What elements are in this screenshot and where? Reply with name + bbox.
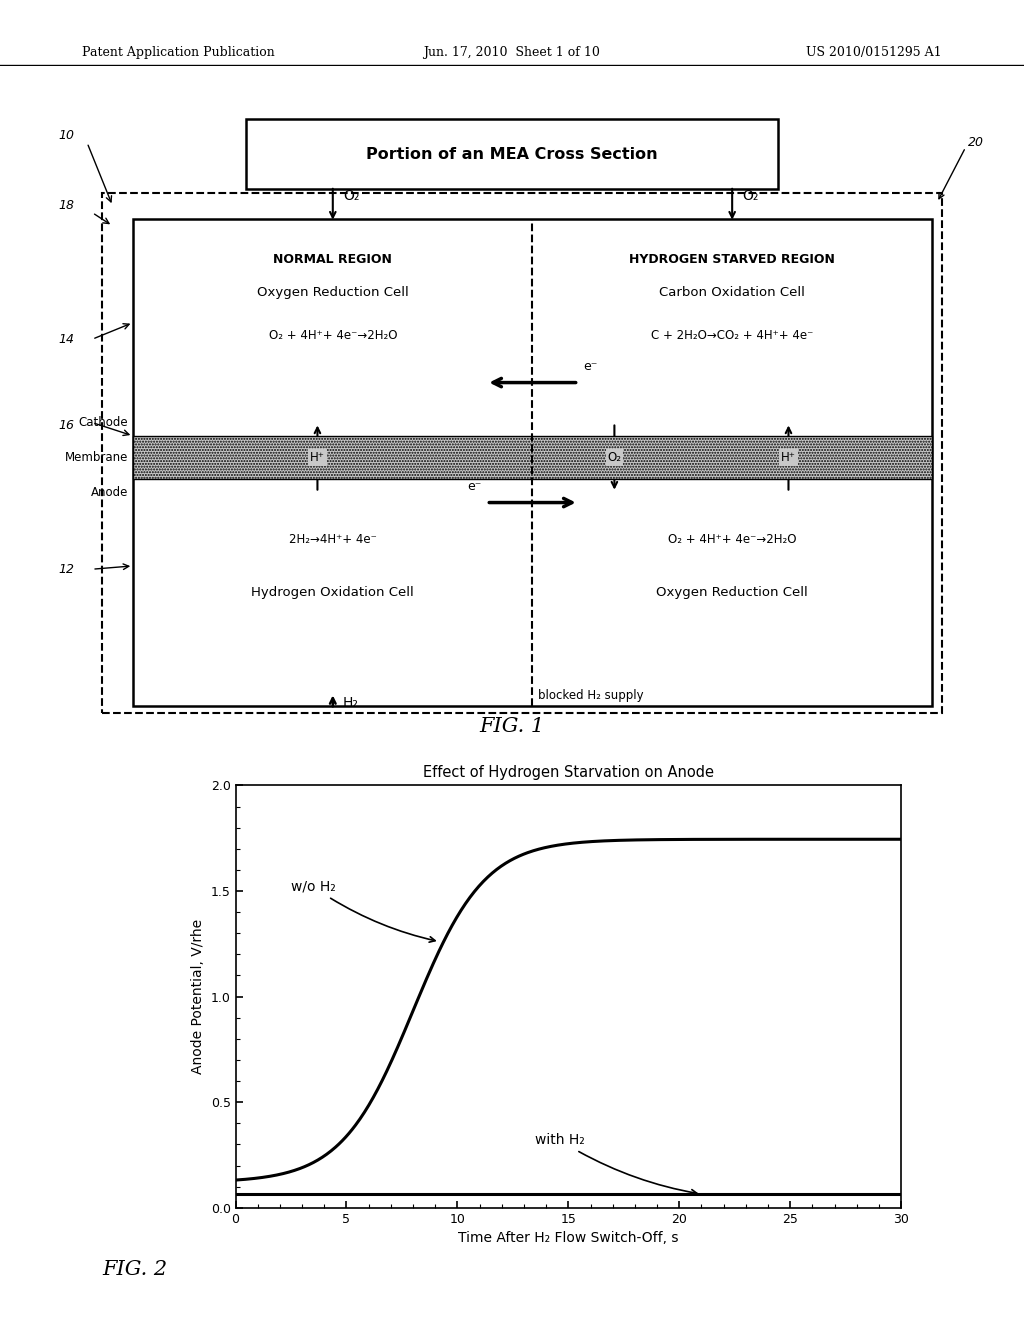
Bar [133, 219, 932, 706]
Text: 20: 20 [968, 136, 984, 149]
Text: 12: 12 [58, 562, 75, 576]
Text: e⁻: e⁻ [467, 479, 481, 492]
Text: Jun. 17, 2010  Sheet 1 of 10: Jun. 17, 2010 Sheet 1 of 10 [424, 46, 600, 59]
Text: HYDROGEN STARVED REGION: HYDROGEN STARVED REGION [629, 252, 836, 265]
Text: Carbon Oxidation Cell: Carbon Oxidation Cell [659, 286, 805, 300]
Text: FIG. 1: FIG. 1 [479, 717, 545, 735]
Text: NORMAL REGION: NORMAL REGION [273, 252, 392, 265]
Text: 16: 16 [58, 420, 75, 433]
Title: Effect of Hydrogen Starvation on Anode: Effect of Hydrogen Starvation on Anode [423, 766, 714, 780]
Text: e⁻: e⁻ [584, 359, 598, 372]
Text: Hydrogen Oxidation Cell: Hydrogen Oxidation Cell [252, 586, 414, 599]
Text: Cathode: Cathode [79, 416, 128, 429]
Text: Portion of an MEA Cross Section: Portion of an MEA Cross Section [367, 147, 657, 162]
X-axis label: Time After H₂ Flow Switch-Off, s: Time After H₂ Flow Switch-Off, s [458, 1232, 679, 1245]
Text: O₂ + 4H⁺+ 4e⁻→2H₂O: O₂ + 4H⁺+ 4e⁻→2H₂O [268, 330, 397, 342]
Y-axis label: Anode Potential, V/rhe: Anode Potential, V/rhe [191, 919, 205, 1074]
FancyBboxPatch shape [246, 119, 778, 189]
Text: 14: 14 [58, 333, 75, 346]
Text: Oxygen Reduction Cell: Oxygen Reduction Cell [656, 586, 808, 599]
Text: w/o H₂: w/o H₂ [291, 880, 435, 942]
Text: 10: 10 [58, 129, 75, 143]
Text: Membrane: Membrane [65, 451, 128, 465]
Text: Anode: Anode [91, 486, 128, 499]
Text: H⁺: H⁺ [310, 451, 325, 465]
Bar [102, 193, 942, 713]
Text: blocked H₂ supply: blocked H₂ supply [538, 689, 643, 702]
Bar [133, 436, 932, 479]
Text: H⁺: H⁺ [781, 451, 796, 465]
Text: O₂: O₂ [607, 451, 622, 465]
Text: with H₂: with H₂ [535, 1134, 697, 1195]
Text: Oxygen Reduction Cell: Oxygen Reduction Cell [257, 286, 409, 300]
Text: 2H₂→4H⁺+ 4e⁻: 2H₂→4H⁺+ 4e⁻ [289, 533, 377, 545]
Text: O₂ + 4H⁺+ 4e⁻→2H₂O: O₂ + 4H⁺+ 4e⁻→2H₂O [668, 533, 797, 545]
Text: 18: 18 [58, 199, 75, 213]
Text: US 2010/0151295 A1: US 2010/0151295 A1 [807, 46, 942, 59]
Text: O₂: O₂ [742, 189, 759, 203]
Text: C + 2H₂O→CO₂ + 4H⁺+ 4e⁻: C + 2H₂O→CO₂ + 4H⁺+ 4e⁻ [651, 330, 813, 342]
Text: Patent Application Publication: Patent Application Publication [82, 46, 274, 59]
Text: O₂: O₂ [343, 189, 359, 203]
Text: H₂: H₂ [343, 696, 359, 710]
Text: FIG. 2: FIG. 2 [102, 1261, 168, 1279]
